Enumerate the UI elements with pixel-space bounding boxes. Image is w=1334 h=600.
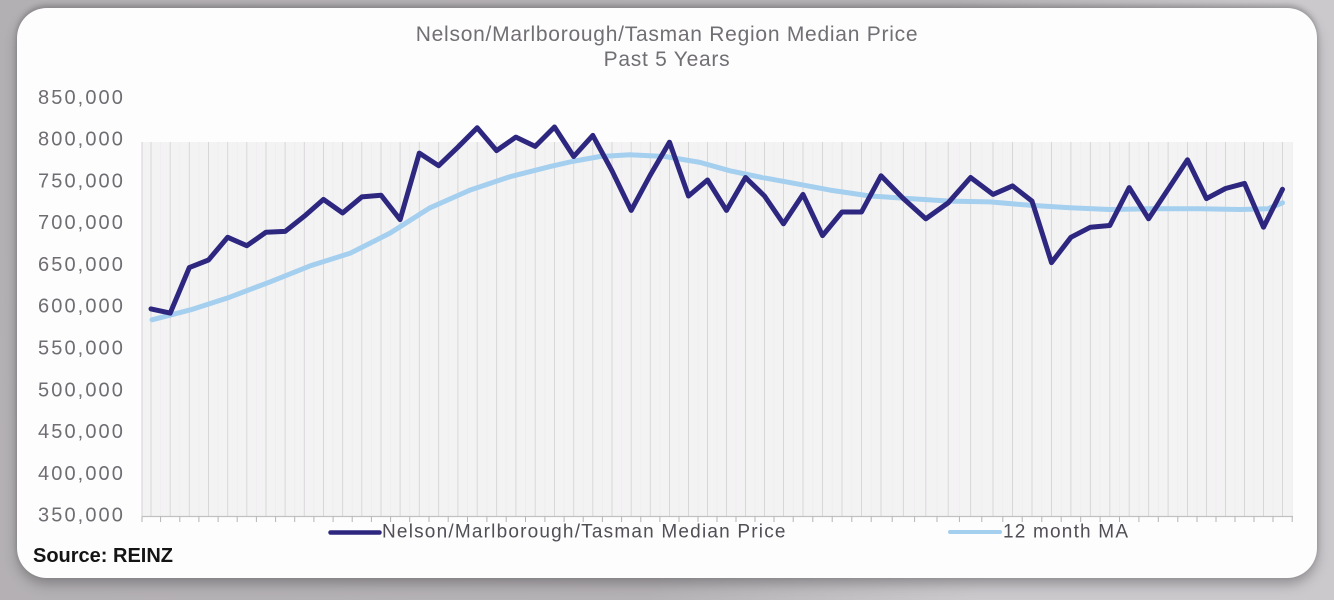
svg-text:450,000: 450,000 — [38, 421, 125, 443]
svg-text:600,000: 600,000 — [38, 296, 125, 318]
svg-text:Nelson/Marlborough/Tasman Medi: Nelson/Marlborough/Tasman Median Price — [382, 522, 787, 543]
svg-text:850,000: 850,000 — [38, 87, 125, 109]
svg-text:500,000: 500,000 — [38, 379, 125, 401]
svg-text:350,000: 350,000 — [38, 505, 125, 527]
svg-text:800,000: 800,000 — [38, 129, 125, 151]
svg-text:400,000: 400,000 — [38, 463, 125, 485]
svg-text:700,000: 700,000 — [38, 212, 125, 234]
svg-text:12 month MA: 12 month MA — [1003, 522, 1129, 543]
svg-text:550,000: 550,000 — [38, 338, 125, 360]
svg-text:650,000: 650,000 — [38, 254, 125, 276]
svg-text:750,000: 750,000 — [38, 170, 125, 192]
